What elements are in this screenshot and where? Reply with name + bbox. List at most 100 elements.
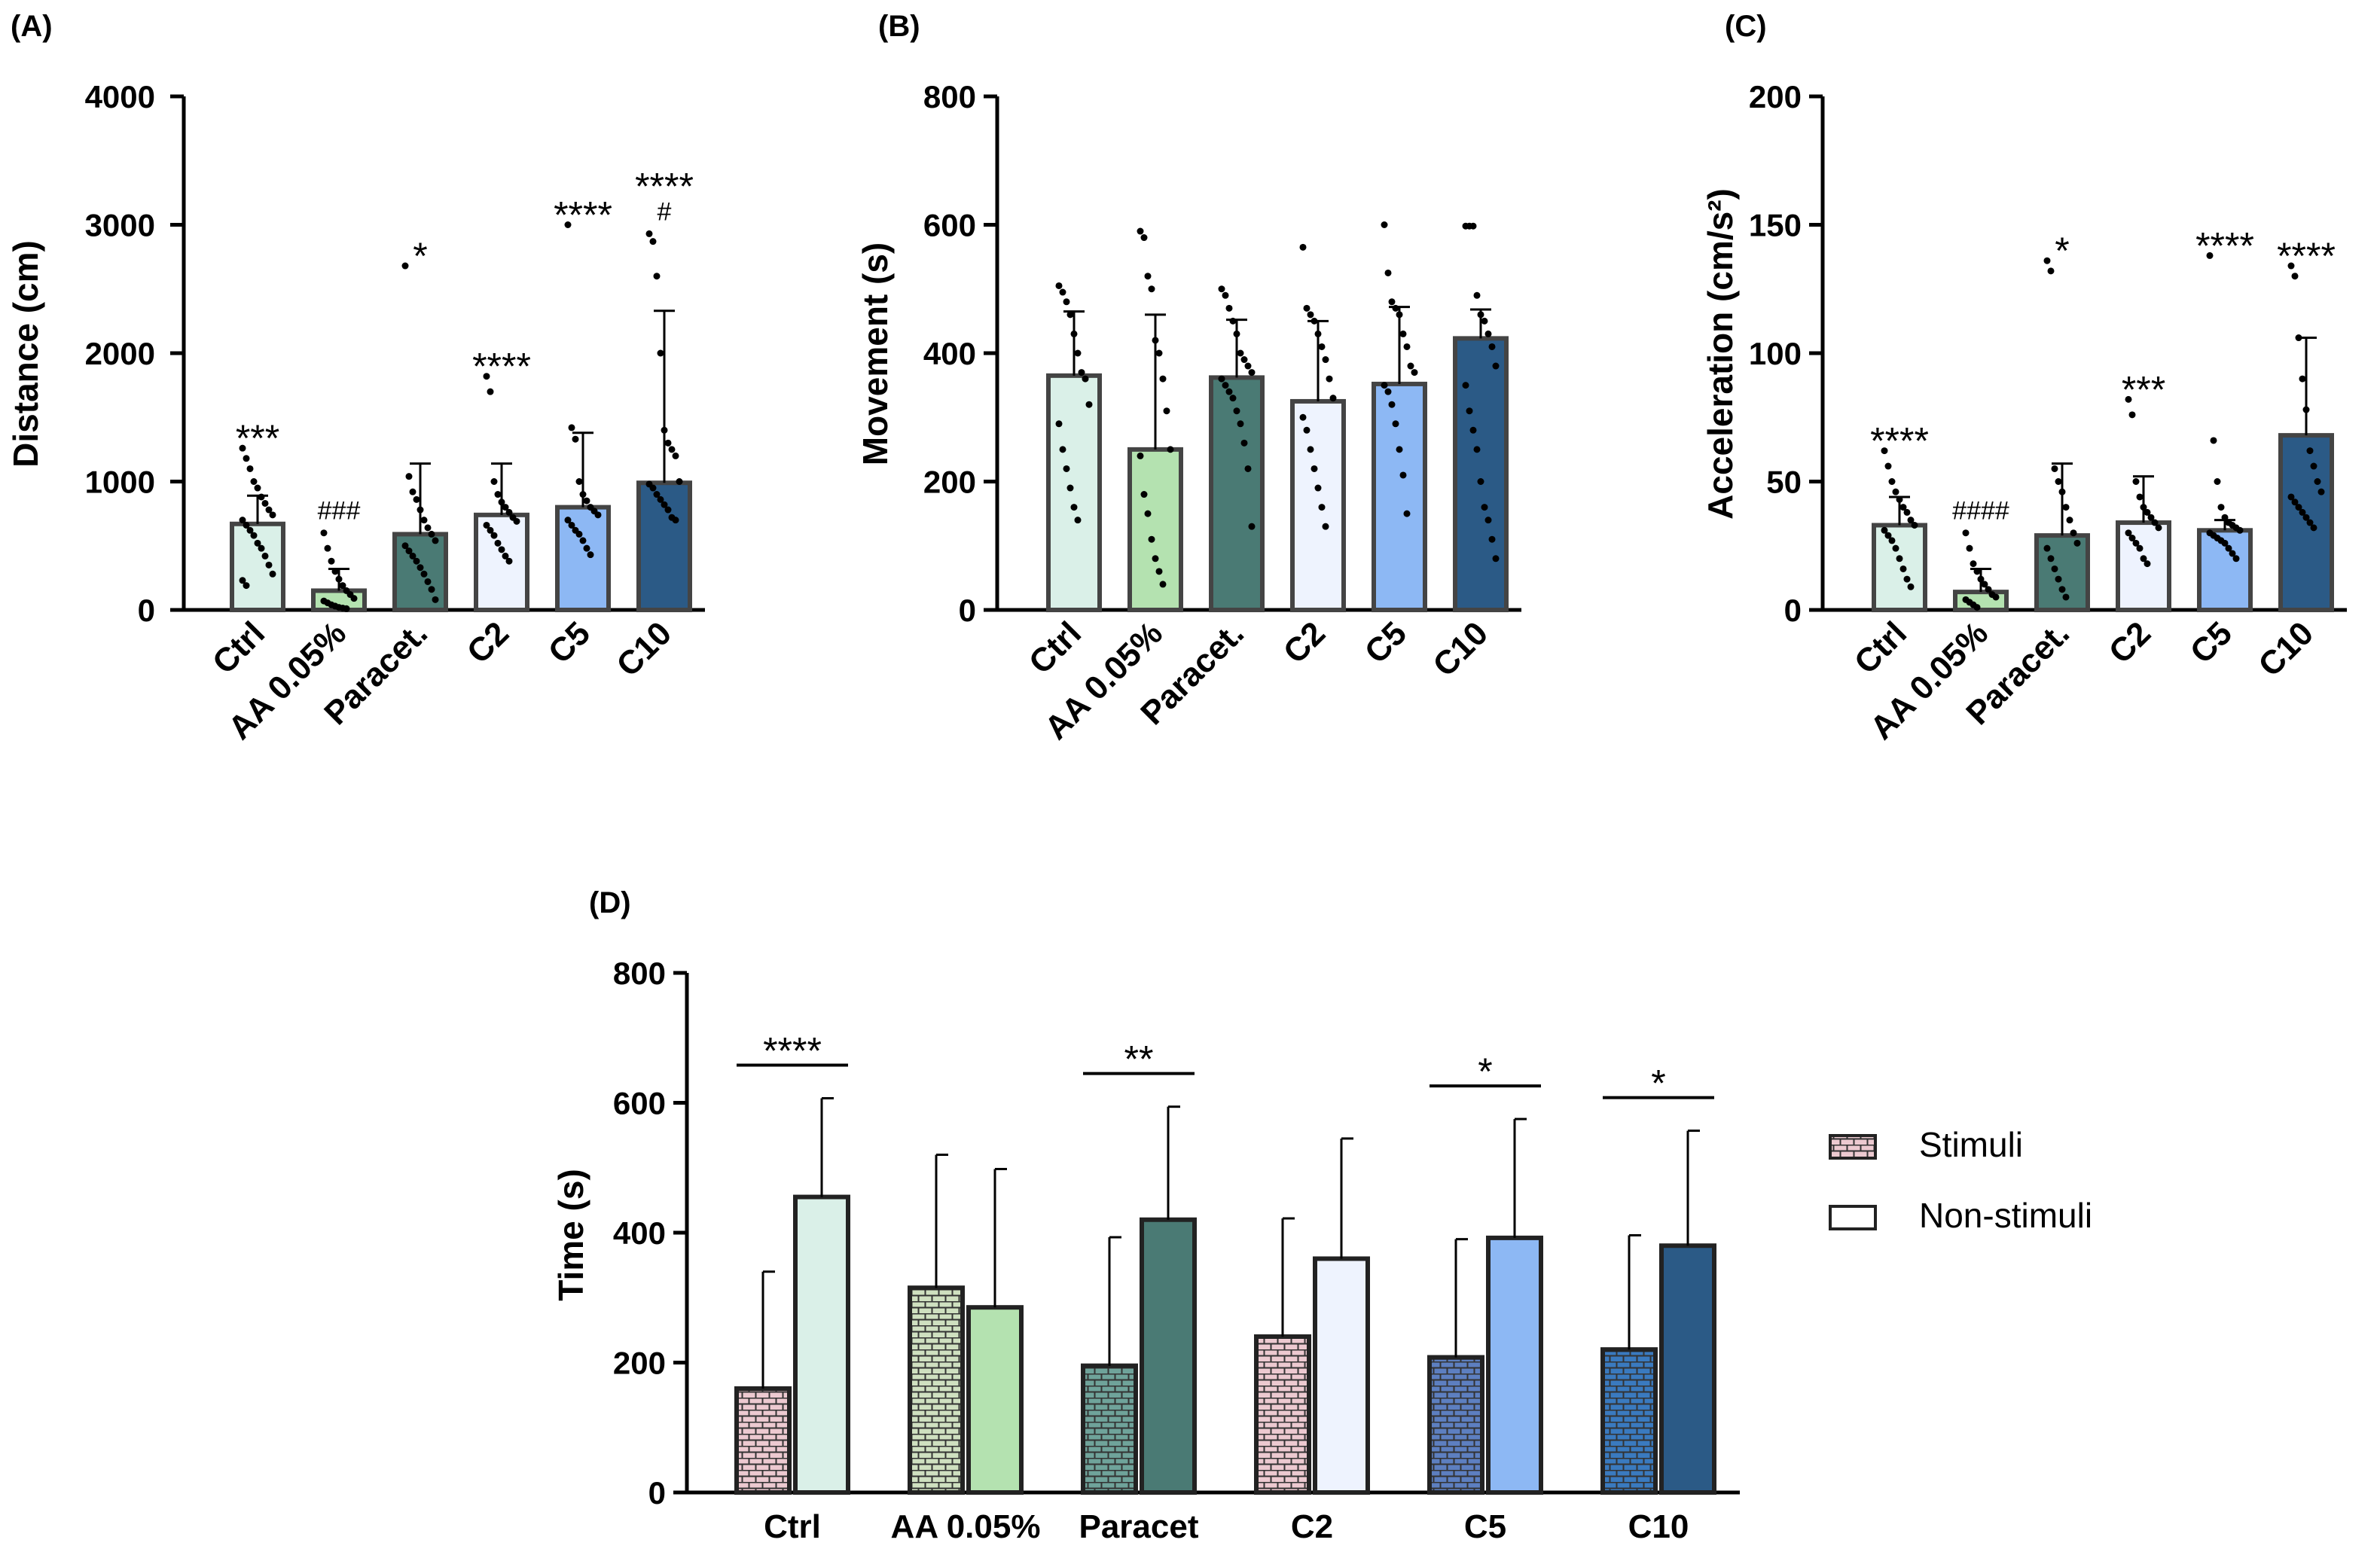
data-point — [1311, 317, 1318, 325]
bar — [2116, 520, 2171, 612]
data-point — [1469, 426, 1477, 434]
data-point — [1140, 491, 1148, 498]
data-point — [1248, 523, 1256, 530]
data-point — [1244, 465, 1252, 472]
data-point — [1381, 221, 1388, 228]
significance-label: **** — [2277, 235, 2336, 277]
data-point — [1484, 330, 1492, 337]
category-label: Ctrl — [206, 614, 272, 681]
data-point — [2287, 262, 2295, 270]
data-point — [1388, 401, 1396, 408]
data-point — [2125, 395, 2132, 403]
data-point — [1973, 604, 1981, 611]
data-point — [1137, 227, 1144, 235]
data-point — [1307, 446, 1314, 453]
data-point — [1399, 330, 1407, 337]
data-point — [1396, 446, 1403, 453]
data-point — [1318, 504, 1326, 511]
data-point — [1237, 420, 1244, 428]
significance-label: ### — [318, 497, 361, 526]
data-point — [1884, 462, 1892, 470]
data-point — [1152, 337, 1159, 344]
data-point — [505, 557, 513, 565]
data-point — [1322, 356, 1329, 364]
data-point — [2295, 504, 2302, 511]
stimuli-bar-pattern — [908, 1285, 965, 1495]
data-point — [1903, 575, 1911, 583]
category-label: C2 — [460, 614, 516, 670]
data-point — [583, 544, 590, 552]
data-point — [645, 230, 653, 237]
bar — [1046, 373, 1102, 612]
data-point — [413, 557, 420, 565]
data-point — [587, 551, 594, 559]
category-label: Ctrl — [764, 1508, 821, 1545]
data-point — [1384, 269, 1392, 276]
data-point — [572, 435, 579, 443]
data-point — [2043, 544, 2051, 552]
data-point — [2221, 539, 2229, 547]
category-label: AA 0.05% — [891, 1508, 1041, 1545]
data-point — [331, 568, 339, 575]
category-label: C5 — [2183, 614, 2239, 670]
data-point — [1488, 343, 1496, 350]
y-tick-label: 800 — [613, 956, 666, 991]
data-point — [575, 530, 583, 538]
data-point — [2144, 560, 2151, 568]
data-point — [401, 262, 409, 270]
data-point — [1881, 526, 1888, 534]
data-point — [2062, 593, 2070, 601]
data-point — [1473, 446, 1481, 453]
stimuli-bar-pattern — [734, 1386, 792, 1495]
data-point — [505, 508, 513, 516]
data-point — [1155, 568, 1163, 575]
data-point — [1896, 555, 1903, 563]
significance-label: *** — [236, 417, 279, 459]
data-point — [1399, 471, 1407, 479]
data-point — [1462, 382, 1469, 389]
data-point — [2055, 478, 2062, 485]
data-point — [483, 521, 490, 529]
y-tick-label: 0 — [959, 593, 976, 628]
data-point — [1159, 581, 1167, 588]
data-point — [2047, 555, 2055, 563]
data-point — [243, 582, 250, 590]
data-point — [2206, 252, 2214, 259]
data-point — [676, 478, 683, 485]
y-tick-label: 0 — [138, 593, 155, 628]
data-point — [1970, 560, 1977, 568]
data-point — [2221, 514, 2229, 521]
data-point — [661, 426, 668, 434]
data-point — [2147, 514, 2155, 521]
data-point — [1144, 273, 1152, 280]
significance-label: **** — [635, 165, 694, 207]
data-point — [1985, 586, 1992, 593]
data-point — [339, 582, 346, 590]
nonstimuli-bar — [966, 1305, 1024, 1495]
data-point — [2128, 411, 2136, 419]
data-point — [1222, 291, 1229, 299]
significance-label: **** — [763, 1029, 822, 1072]
data-point — [1314, 330, 1322, 337]
data-point — [653, 491, 661, 498]
panel-b-ylabel: Movement (s) — [856, 242, 895, 465]
data-point — [1248, 369, 1256, 377]
data-point — [2310, 462, 2317, 470]
data-point — [564, 221, 572, 228]
stimuli-bar-pattern — [1427, 1355, 1484, 1495]
y-tick-label: 0 — [1784, 593, 1802, 628]
data-point — [1488, 535, 1496, 543]
bar — [1453, 336, 1509, 612]
legend-stimuli-swatch-pattern — [1829, 1134, 1877, 1160]
bar — [555, 505, 611, 612]
data-point — [1884, 532, 1892, 539]
data-point — [2058, 488, 2066, 495]
category-label: C5 — [1358, 614, 1414, 670]
nonstimuli-bar — [1140, 1217, 1197, 1495]
data-point — [568, 424, 575, 431]
data-point — [335, 575, 343, 583]
data-point — [2317, 488, 2325, 495]
data-point — [672, 452, 679, 459]
data-point — [2314, 478, 2321, 485]
